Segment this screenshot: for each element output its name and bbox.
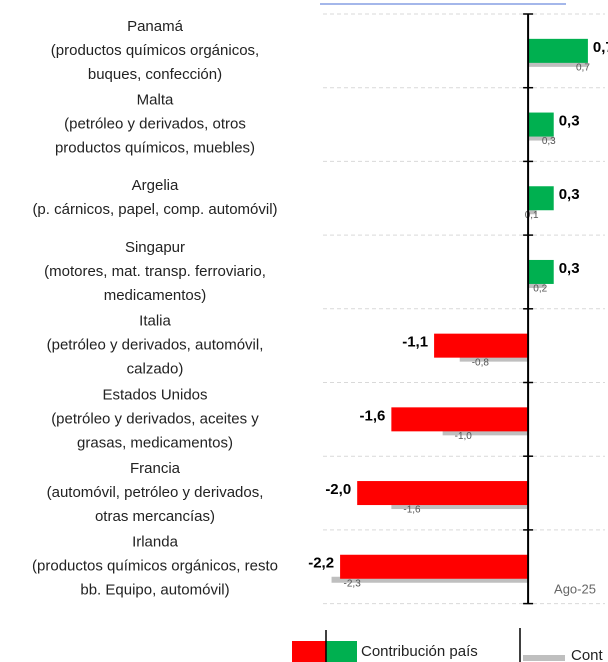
data-label: -2,3 bbox=[344, 578, 362, 589]
category-label: medicamentos) bbox=[104, 287, 207, 304]
bar bbox=[434, 333, 529, 358]
data-label: -2,0 bbox=[325, 481, 351, 498]
category-label: (petróleo y derivados, otros bbox=[64, 116, 246, 133]
data-label: -1,6 bbox=[403, 505, 421, 516]
data-label: 0,3 bbox=[559, 186, 580, 203]
bar bbox=[357, 481, 529, 506]
bar bbox=[391, 407, 529, 432]
data-label: -0,8 bbox=[472, 357, 490, 368]
data-label: 0,1 bbox=[525, 210, 539, 221]
bar bbox=[331, 576, 529, 583]
bar bbox=[528, 208, 537, 215]
category-label: bb. Equipo, automóvil) bbox=[80, 582, 229, 599]
bar bbox=[528, 60, 588, 67]
legend-label: Cont bbox=[571, 647, 604, 662]
bar bbox=[459, 355, 529, 362]
data-label: 0,3 bbox=[542, 136, 556, 147]
data-label: -1,1 bbox=[402, 334, 428, 351]
category-label: Italia bbox=[139, 313, 171, 330]
category-label: (productos químicos orgánicos, bbox=[51, 42, 259, 59]
category-label: Panamá bbox=[127, 18, 184, 35]
data-label: -1,0 bbox=[455, 431, 473, 442]
data-label: 0,3 bbox=[559, 113, 580, 130]
legend-swatch bbox=[326, 641, 357, 662]
category-label: grasas, medicamentos) bbox=[77, 434, 233, 451]
category-label: buques, confección) bbox=[88, 66, 222, 83]
category-label: Malta bbox=[137, 92, 174, 109]
category-label: (p. cárnicos, papel, comp. automóvil) bbox=[32, 201, 277, 218]
bar bbox=[528, 38, 588, 63]
category-label: calzado) bbox=[127, 361, 184, 378]
category-label: (petróleo y derivados, aceites y bbox=[51, 410, 259, 427]
bar bbox=[528, 134, 554, 141]
legend-swatch bbox=[523, 655, 565, 661]
bar bbox=[391, 503, 529, 510]
bar bbox=[528, 281, 546, 288]
bar bbox=[528, 112, 554, 137]
data-label: 0,7 bbox=[576, 62, 590, 73]
bar bbox=[528, 186, 554, 211]
data-label: 0,2 bbox=[533, 284, 547, 295]
legend-swatch bbox=[292, 641, 326, 662]
category-label: Argelia bbox=[132, 177, 179, 194]
data-label: -1,6 bbox=[360, 407, 386, 424]
data-label: 0,7 bbox=[593, 39, 608, 56]
category-label: (automóvil, petróleo y derivados, bbox=[47, 484, 264, 501]
legend-label: Contribución país bbox=[361, 643, 478, 660]
category-label: Irlanda bbox=[132, 534, 179, 551]
category-label: (motores, mat. transp. ferroviario, bbox=[44, 263, 266, 280]
category-label: (productos químicos orgánicos, resto bbox=[32, 558, 278, 575]
data-label: -2,2 bbox=[308, 555, 334, 572]
bar bbox=[528, 259, 554, 284]
bar bbox=[442, 429, 529, 436]
category-label: Estados Unidos bbox=[102, 386, 207, 403]
category-label: productos químicos, muebles) bbox=[55, 140, 255, 157]
category-label: Francia bbox=[130, 460, 181, 477]
category-label: otras mercancías) bbox=[95, 508, 215, 525]
bar bbox=[340, 554, 529, 579]
category-label: (petróleo y derivados, automóvil, bbox=[47, 337, 264, 354]
data-label: 0,3 bbox=[559, 260, 580, 277]
annotation: Ago-25 bbox=[554, 581, 596, 596]
category-label: Singapur bbox=[125, 239, 185, 256]
